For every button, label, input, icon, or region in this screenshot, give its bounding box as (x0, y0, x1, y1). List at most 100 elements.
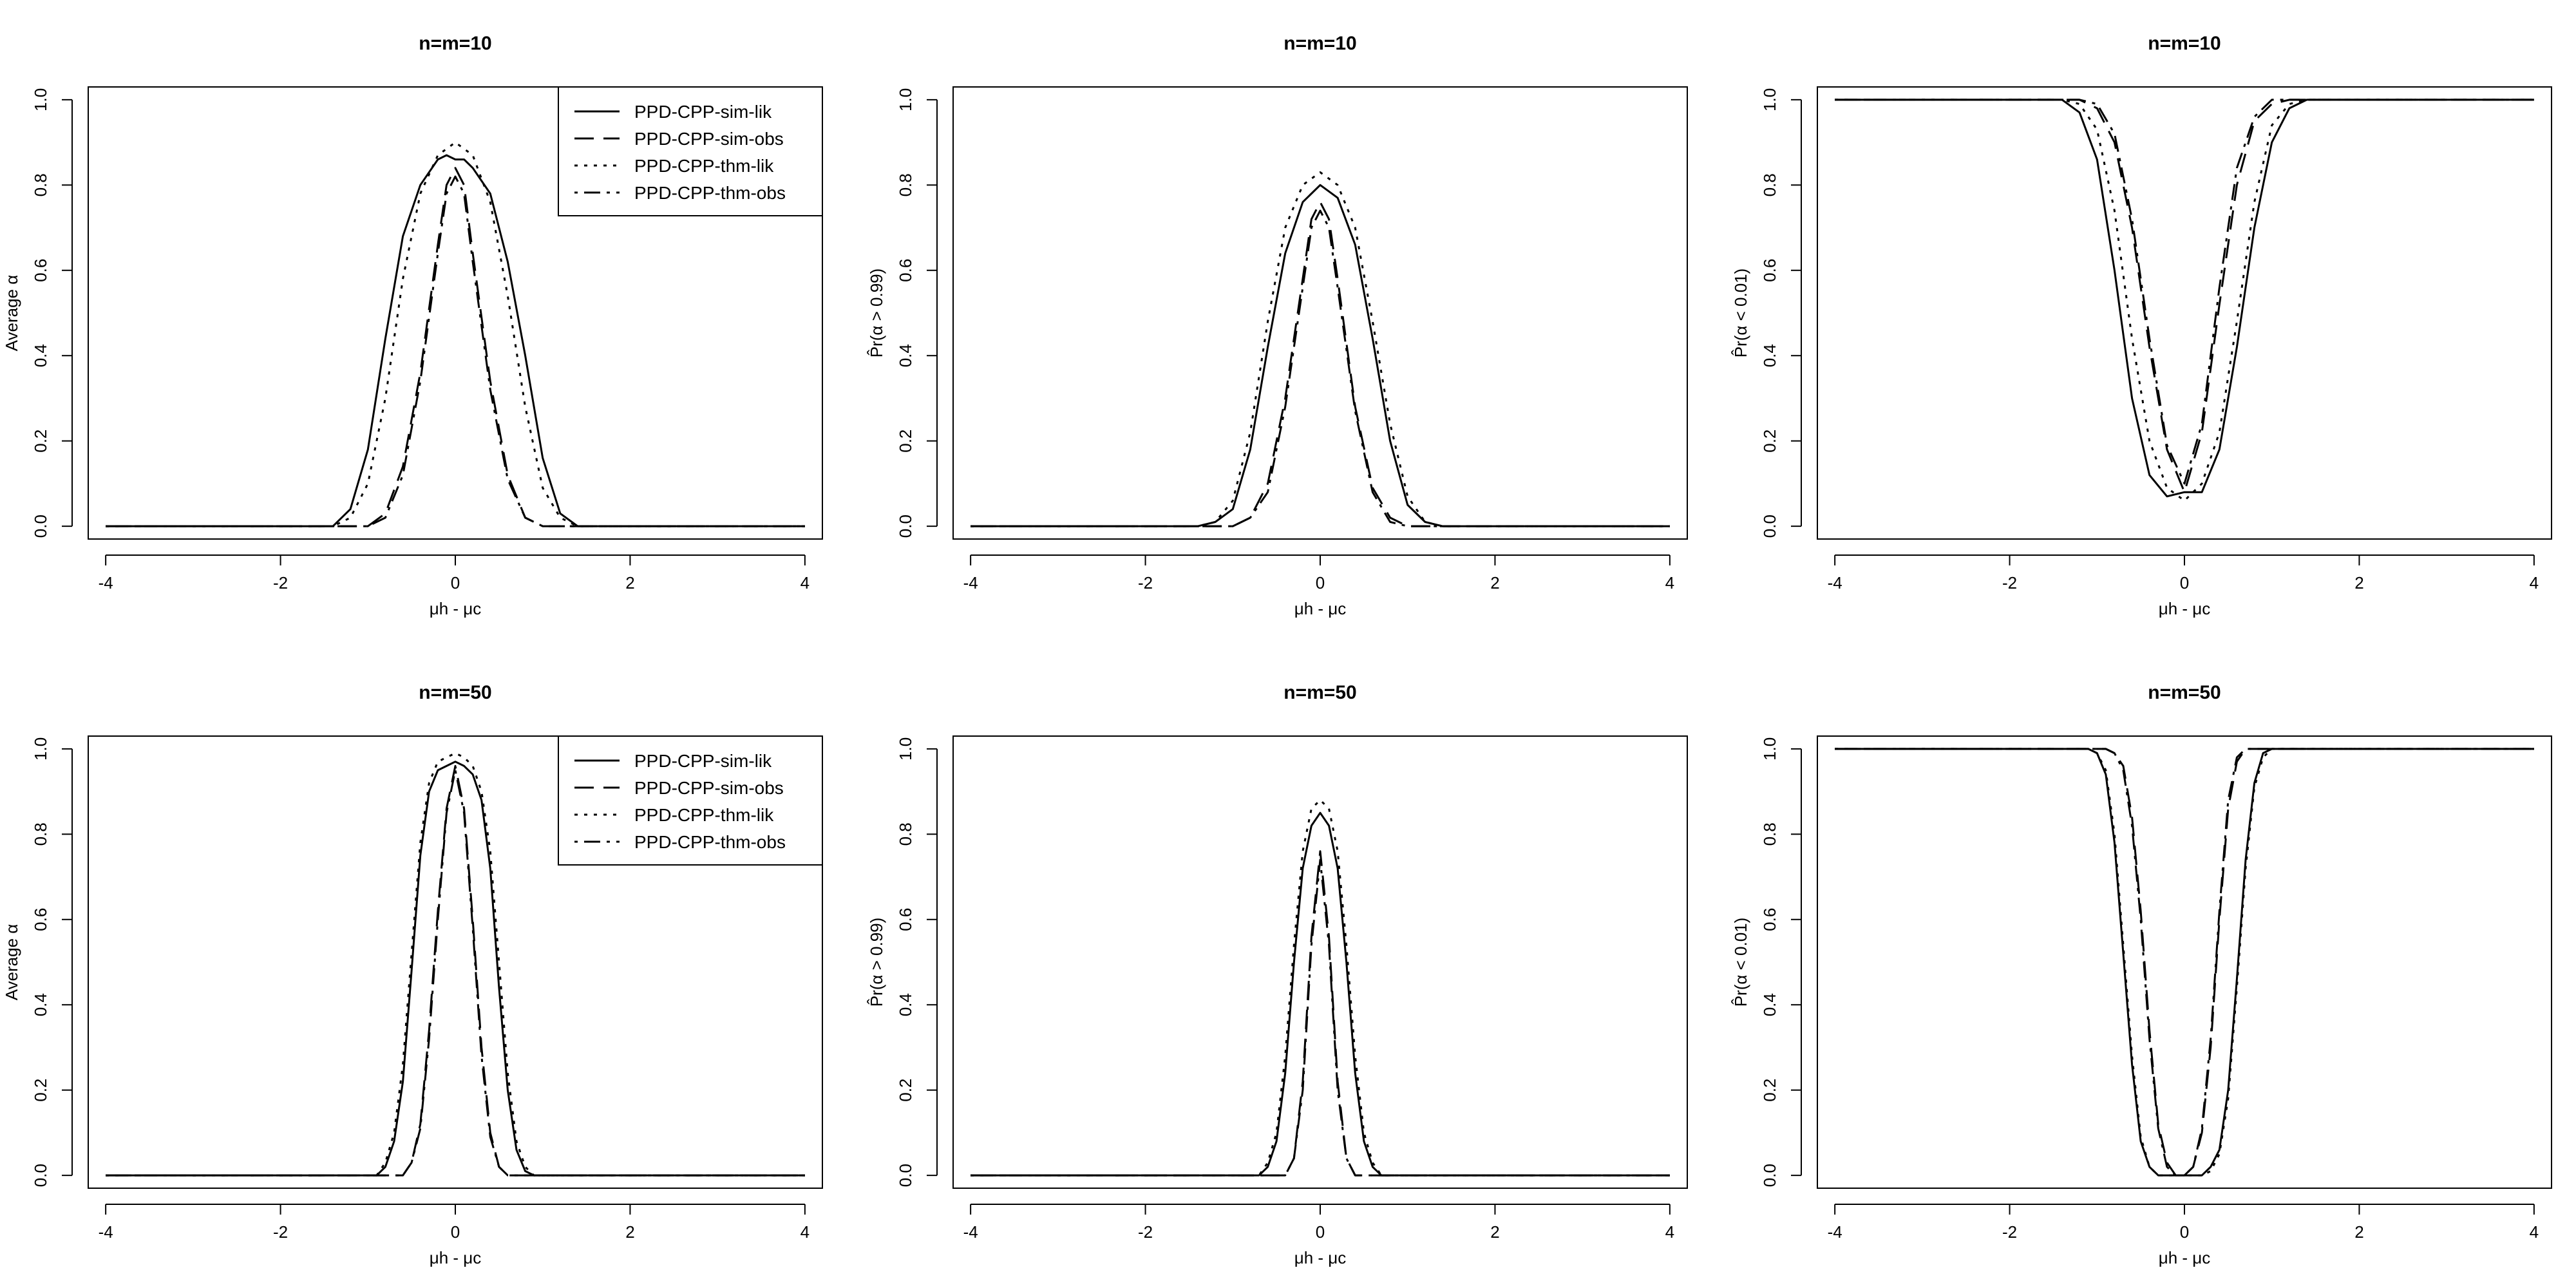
plot-frame (1817, 86, 2552, 540)
series-line-ppd-cpp-sim-lik (1835, 99, 2534, 498)
x-tick-label: 0 (2180, 1222, 2189, 1242)
panel-3: n=m=10 -4 -2 0 2 4 μh - μc 0.0 0.2 0.4 0.6 0.8 1.0 P̂… (1731, 33, 2552, 618)
y-axis-label: P̂r(α < 0.01) (1731, 918, 1750, 1007)
panel-2: n=m=10 -4 -2 0 2 4 μh - μc 0.0 0.2 0.4 0.6 0.8 1.0 P̂… (867, 33, 1688, 618)
x-axis-label: μh - μc (430, 599, 482, 618)
y-tick-label: 0.4 (31, 344, 50, 367)
y-tick-label: 0.6 (896, 908, 915, 931)
legend: PPD-CPP-sim-lik PPD-CPP-sim-obs PPD-CPP-th… (558, 86, 823, 216)
plot-frame (88, 86, 823, 540)
x-tick-label: -2 (2002, 1222, 2017, 1242)
series-line-ppd-cpp-sim-lik (971, 184, 1670, 527)
y-tick-label: 0.8 (31, 822, 50, 846)
series-line-ppd-cpp-sim-lik (971, 811, 1670, 1177)
legend-label: PPD-CPP-sim-lik (634, 751, 772, 771)
y-tick-label: 1.0 (1760, 737, 1779, 761)
panel-title: n=m=50 (1283, 682, 1356, 703)
x-tick-label: 2 (625, 1222, 634, 1242)
y-tick-label: 1.0 (31, 88, 50, 111)
series-line-ppd-cpp-thm-lik (106, 752, 805, 1177)
y-tick-label: 1.0 (896, 737, 915, 761)
y-tick-label: 0.4 (896, 344, 915, 367)
y-tick-label: 1.0 (1760, 88, 1779, 111)
y-axis-label: Average α (2, 924, 21, 1001)
x-tick-label: -2 (273, 573, 288, 592)
y-tick-label: 0.4 (896, 993, 915, 1016)
plot-frame (1817, 735, 2552, 1189)
y-tick-label: 0.4 (1760, 344, 1779, 367)
series-line-ppd-cpp-sim-lik (106, 761, 805, 1177)
y-tick-label: 0.2 (1760, 1079, 1779, 1102)
x-tick-label: 2 (2354, 1222, 2363, 1242)
plot-frame (952, 86, 1688, 540)
x-axis-label: μh - μc (2159, 1248, 2211, 1267)
series-line-ppd-cpp-thm-lik (971, 171, 1670, 527)
series-line-ppd-cpp-sim-obs (1835, 99, 2534, 493)
series-line-ppd-cpp-thm-obs (971, 858, 1670, 1177)
x-tick-label: 0 (2180, 573, 2189, 592)
series-line-ppd-cpp-thm-lik (1835, 99, 2534, 502)
series-line-ppd-cpp-thm-lik (106, 141, 805, 527)
x-tick-label: 2 (625, 573, 634, 592)
y-tick-label: 0.2 (31, 1079, 50, 1102)
x-tick-label: -4 (963, 573, 978, 592)
plot-frame (952, 735, 1688, 1189)
x-axis-label: μh - μc (2159, 599, 2211, 618)
y-tick-label: 0.4 (1760, 993, 1779, 1016)
x-tick-label: -2 (1138, 573, 1153, 592)
x-tick-label: -2 (2002, 573, 2017, 592)
x-tick-label: -4 (963, 1222, 978, 1242)
y-tick-label: 0.0 (31, 1164, 50, 1187)
x-tick-label: -4 (99, 1222, 113, 1242)
y-tick-label: 0.2 (896, 1079, 915, 1102)
x-tick-label: -4 (1828, 1222, 1842, 1242)
legend-label: PPD-CPP-sim-obs (634, 129, 784, 149)
y-tick-label: 0.2 (896, 430, 915, 453)
y-tick-label: 1.0 (896, 88, 915, 111)
x-tick-label: 0 (1316, 1222, 1325, 1242)
y-tick-label: 0.0 (1760, 515, 1779, 538)
series-line-ppd-cpp-sim-lik (106, 154, 805, 527)
series-line-ppd-cpp-thm-obs (1835, 99, 2534, 485)
series-line-ppd-cpp-sim-obs (106, 167, 805, 527)
x-tick-label: 0 (451, 573, 460, 592)
x-tick-label: 2 (2354, 573, 2363, 592)
y-tick-label: 0.8 (31, 173, 50, 196)
panel-4: n=m=50 -4 -2 0 2 4 μh - μc 0.0 0.2 0.4 0.6 0.8 1.0 Av… (2, 682, 823, 1267)
y-axis-label: P̂r(α < 0.01) (1731, 269, 1750, 358)
y-axis-label: P̂r(α > 0.99) (867, 269, 886, 358)
legend-label: PPD-CPP-sim-lik (634, 102, 772, 122)
y-axis-label: P̂r(α > 0.99) (867, 918, 886, 1007)
legend-label: PPD-CPP-thm-lik (634, 156, 774, 176)
x-tick-label: 2 (1490, 573, 1499, 592)
y-tick-label: 0.6 (896, 259, 915, 282)
legend-label: PPD-CPP-thm-obs (634, 183, 786, 203)
y-tick-label: 0.0 (31, 515, 50, 538)
series-line-ppd-cpp-sim-lik (1835, 748, 2534, 1177)
legend-label: PPD-CPP-thm-lik (634, 805, 774, 825)
series-line-ppd-cpp-thm-obs (106, 769, 805, 1177)
y-tick-label: 0.4 (31, 993, 50, 1016)
x-tick-label: -2 (1138, 1222, 1153, 1242)
panel-5: n=m=50 -4 -2 0 2 4 μh - μc 0.0 0.2 0.4 0.6 0.8 1.0 P̂… (867, 682, 1688, 1267)
series-line-ppd-cpp-sim-obs (971, 850, 1670, 1177)
x-tick-label: 4 (1665, 573, 1674, 592)
series-line-ppd-cpp-sim-obs (971, 201, 1670, 527)
x-tick-label: 4 (2530, 573, 2539, 592)
x-tick-label: 4 (1665, 1222, 1674, 1242)
x-tick-label: 0 (1316, 573, 1325, 592)
y-tick-label: 0.6 (31, 908, 50, 931)
legend: PPD-CPP-sim-lik PPD-CPP-sim-obs PPD-CPP-th… (558, 735, 823, 866)
x-tick-label: -2 (273, 1222, 288, 1242)
plot-frame (88, 735, 823, 1189)
y-tick-label: 0.8 (1760, 173, 1779, 196)
x-axis-label: μh - μc (1294, 599, 1347, 618)
y-tick-label: 0.8 (896, 173, 915, 196)
y-tick-label: 0.6 (1760, 908, 1779, 931)
panel-title: n=m=50 (2148, 682, 2221, 703)
panel-1: n=m=10 -4 -2 0 2 4 μh - μc 0.0 0.2 0.4 0.6 0.8 1.0 Av… (2, 33, 823, 618)
x-tick-label: 4 (2530, 1222, 2539, 1242)
y-tick-label: 1.0 (31, 737, 50, 761)
y-tick-label: 0.2 (1760, 430, 1779, 453)
